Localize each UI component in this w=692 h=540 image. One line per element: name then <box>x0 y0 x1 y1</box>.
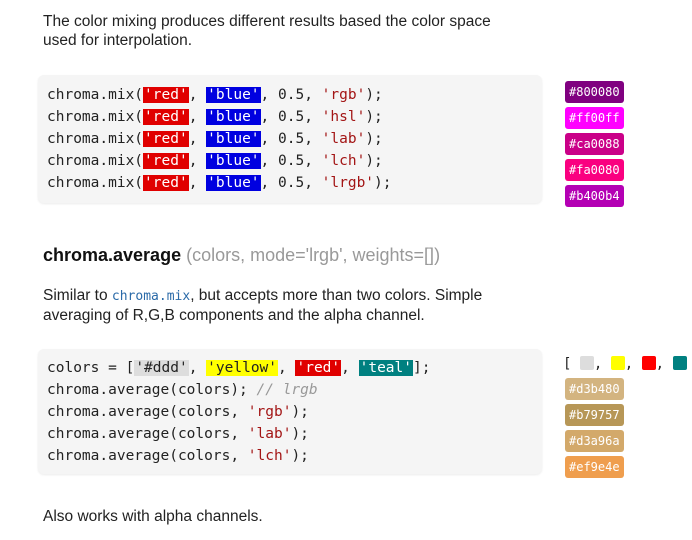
code-line: colors = ['#ddd', 'yellow', 'red', 'teal… <box>47 360 431 376</box>
average-code-block: colors = ['#ddd', 'yellow', 'red', 'teal… <box>38 349 542 474</box>
code-line: chroma.average(colors); // lrgb <box>47 382 318 398</box>
code-comment: // lrgb <box>256 382 318 398</box>
code-line: chroma.mix('red', 'blue', 0.5, 'lab'); <box>47 131 383 147</box>
average-description: Similar to chroma.mix, but accepts more … <box>43 287 483 324</box>
alpha-paragraph: Also works with alpha channels. <box>43 508 263 525</box>
color-palette-preview: [ , , , ] <box>563 355 692 373</box>
code-line: chroma.average(colors, 'lab'); <box>47 426 309 442</box>
function-name: chroma.average <box>43 245 182 265</box>
color-swatch-result: #b400b4 <box>565 185 624 207</box>
color-swatch-result: #ca0088 <box>565 133 624 155</box>
section-heading-average: chroma.average (colors, mode='lrgb', wei… <box>43 243 440 267</box>
code-line: chroma.mix('red', 'blue', 0.5, 'lrgb'); <box>47 175 392 191</box>
color-swatch-result: #ef9e4e <box>565 456 624 478</box>
code-line: chroma.mix('red', 'blue', 0.5, 'rgb'); <box>47 87 383 103</box>
code-line: chroma.mix('red', 'blue', 0.5, 'lch'); <box>47 153 383 169</box>
code-line: chroma.average(colors, 'lch'); <box>47 448 309 464</box>
palette-swatch <box>579 356 594 370</box>
palette-swatch <box>672 356 687 370</box>
code-line: chroma.mix('red', 'blue', 0.5, 'hsl'); <box>47 109 383 125</box>
color-swatch-result: #b79757 <box>565 404 624 426</box>
code-line: chroma.average(colors, 'rgb'); <box>47 404 309 420</box>
inline-code-link: chroma.mix <box>111 289 191 304</box>
palette-swatch <box>641 356 656 370</box>
color-swatch-result: #d3a96a <box>565 430 624 452</box>
color-swatch-result: #d3b480 <box>565 378 624 400</box>
mix-code-block: chroma.mix('red', 'blue', 0.5, 'rgb'); c… <box>38 75 542 203</box>
color-swatch-result: #ff00ff <box>565 107 624 129</box>
palette-swatch <box>610 356 625 370</box>
function-signature: (colors, mode='lrgb', weights=[]) <box>181 245 441 265</box>
intro-paragraph: The color mixing produces different resu… <box>43 13 491 49</box>
color-swatch-result: #800080 <box>565 81 624 103</box>
color-swatch-result: #fa0080 <box>565 159 624 181</box>
